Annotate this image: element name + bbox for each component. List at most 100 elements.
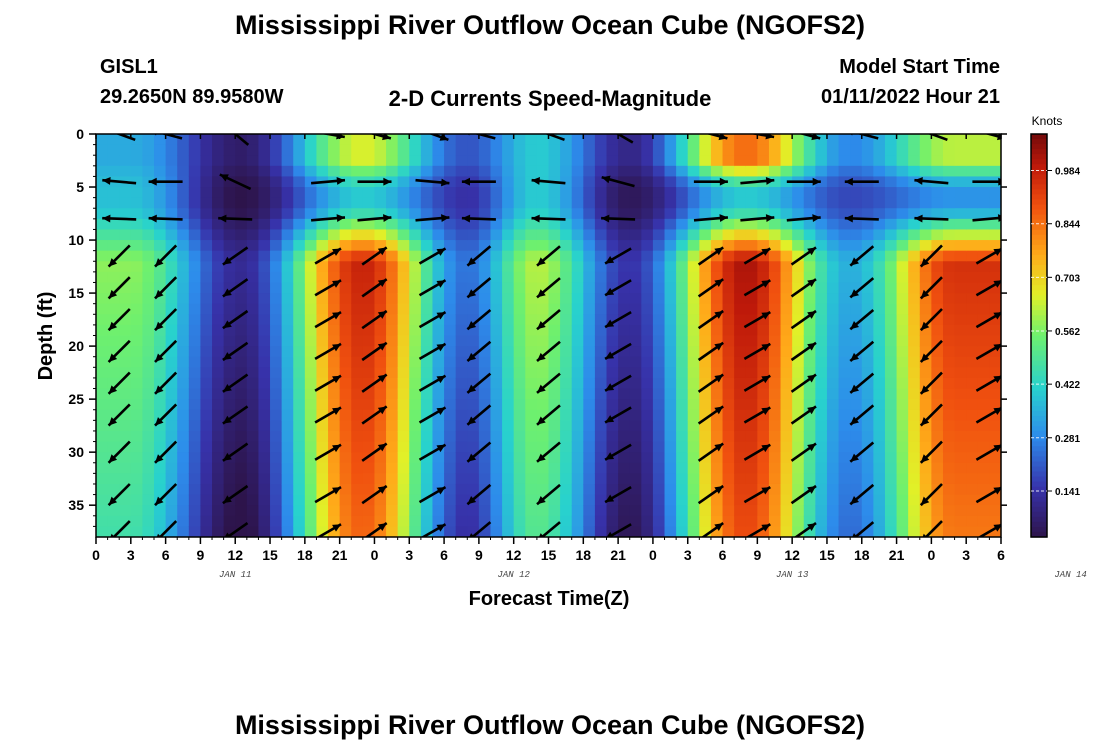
heatmap-cell	[502, 144, 515, 156]
heatmap-cell	[362, 399, 376, 411]
heatmap-cell	[989, 515, 1001, 527]
heatmap-cell	[884, 505, 898, 517]
heatmap-cell	[815, 134, 828, 146]
heatmap-cell	[942, 314, 956, 326]
heatmap-cell	[351, 155, 364, 167]
heatmap-cell	[270, 399, 283, 411]
heatmap-cell	[734, 335, 747, 347]
heatmap-cell	[687, 271, 700, 284]
heatmap-cell	[641, 409, 654, 421]
current-arrow	[156, 520, 178, 537]
heatmap-cell	[676, 324, 689, 337]
heatmap-cell	[850, 293, 863, 305]
heatmap-cell	[548, 462, 561, 474]
current-arrow	[749, 134, 775, 140]
heatmap-cell	[676, 515, 689, 527]
heatmap-cell	[803, 473, 816, 485]
colorbar-swatch	[1031, 290, 1047, 296]
current-arrow	[975, 311, 1001, 329]
heatmap-cell	[780, 208, 793, 220]
heatmap-cell	[954, 515, 967, 527]
heatmap-cell	[351, 505, 364, 517]
heatmap-cell	[386, 229, 399, 241]
heatmap-cell	[130, 441, 144, 453]
heatmap-cell	[652, 526, 666, 537]
heatmap-cell	[362, 208, 376, 220]
x-tick-label: 15	[819, 547, 835, 563]
heatmap-cell	[467, 420, 480, 432]
heatmap-cell	[467, 377, 480, 390]
current-arrow	[222, 484, 249, 505]
heatmap-cell	[850, 377, 863, 390]
heatmap-cell	[594, 377, 608, 390]
heatmap-cell	[942, 346, 956, 358]
heatmap-cell	[536, 388, 550, 400]
heatmap-cell	[525, 208, 538, 220]
heatmap-cell	[652, 399, 666, 411]
heatmap-cell	[594, 483, 608, 496]
heatmap-cell	[780, 293, 793, 305]
current-arrow	[975, 247, 1001, 265]
heatmap-cell	[351, 218, 364, 231]
heatmap-cell	[490, 303, 503, 315]
heatmap-cell	[258, 526, 271, 537]
heatmap-cell	[560, 356, 573, 368]
colorbar-title: Knots	[1032, 114, 1063, 128]
heatmap-cell	[954, 165, 967, 178]
heatmap-cell	[490, 526, 503, 537]
heatmap-cell	[154, 462, 167, 474]
heatmap-cell	[490, 335, 503, 347]
heatmap-cell	[676, 187, 689, 199]
heatmap-cell	[362, 144, 376, 156]
heatmap-cell	[420, 165, 434, 178]
heatmap-cell	[281, 134, 294, 146]
heatmap-cell	[339, 335, 352, 347]
heatmap-cell	[676, 356, 689, 368]
heatmap-cell	[850, 187, 863, 199]
heatmap-cell	[710, 261, 724, 273]
heatmap-cell	[896, 197, 909, 209]
heatmap-cell	[884, 346, 898, 358]
heatmap-cell	[130, 314, 144, 326]
heatmap-cell	[339, 505, 352, 517]
heatmap-cell	[710, 314, 724, 326]
colorbar-swatch	[1031, 491, 1047, 498]
heatmap-cell	[734, 473, 747, 485]
heatmap-cell	[722, 473, 735, 485]
heatmap-cell	[293, 250, 306, 262]
heatmap-cell	[455, 399, 468, 411]
colorbar-frame	[1030, 133, 1048, 538]
heatmap-cell	[838, 293, 851, 305]
current-arrow	[314, 406, 342, 424]
heatmap-cell	[699, 134, 712, 146]
heatmap-cell	[966, 155, 979, 167]
heatmap-cell	[954, 356, 967, 368]
heatmap-cell	[815, 218, 828, 231]
heatmap-cell	[780, 377, 793, 390]
heatmap-cell	[235, 314, 248, 326]
heatmap-cell	[815, 526, 828, 537]
heatmap-cell	[560, 377, 573, 390]
heatmap-cell	[281, 367, 294, 379]
heatmap-cell	[768, 144, 782, 156]
heatmap-cell	[386, 388, 399, 400]
heatmap-cell	[687, 240, 700, 252]
heatmap-cell	[490, 367, 503, 379]
current-arrow	[790, 341, 817, 362]
heatmap-cell	[710, 187, 724, 199]
colorbar-swatch	[1031, 219, 1047, 226]
heatmap-cell	[652, 314, 666, 326]
heatmap-cell	[989, 282, 1001, 294]
heatmap-cell	[258, 303, 271, 315]
heatmap-cell	[316, 515, 329, 527]
heatmap-cell	[130, 250, 144, 262]
heatmap-cell	[177, 303, 190, 315]
heatmap-cell	[119, 515, 132, 527]
current-arrow	[743, 485, 771, 504]
heatmap-cell	[188, 515, 202, 527]
heatmap-cell	[571, 187, 584, 199]
heatmap-cell	[815, 282, 828, 294]
heatmap-cell	[838, 494, 851, 506]
x-tick-label: 9	[753, 547, 761, 563]
